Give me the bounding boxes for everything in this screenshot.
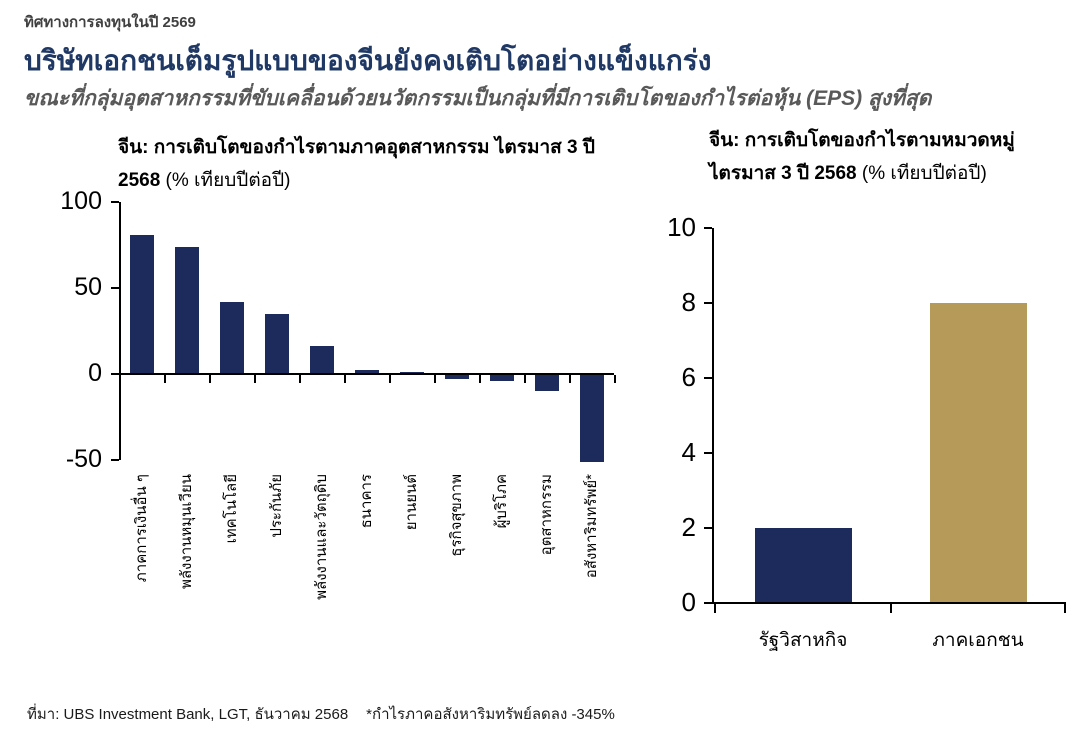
y-axis bbox=[712, 228, 714, 604]
bar-5 bbox=[355, 369, 379, 374]
page-subtitle: ขณะที่กลุ่มอุตสาหกรรมที่ขับเคลื่อนด้วยนว… bbox=[24, 85, 931, 112]
y-tick-label: 10 bbox=[667, 212, 696, 242]
right-chart-title: จีน: การเติบโตของกำไรตามหมวดหมู่ ไตรมาส … bbox=[709, 124, 1015, 190]
x-tick bbox=[478, 375, 481, 383]
x-axis bbox=[714, 602, 1066, 604]
y-tick-label: 2 bbox=[681, 512, 696, 542]
bar-10 bbox=[580, 374, 604, 462]
x-tick bbox=[253, 375, 256, 383]
page-title: บริษัทเอกชนเต็มรูปแบบของจีนยังคงเติบโตอย… bbox=[24, 45, 712, 76]
x-tick bbox=[714, 604, 716, 613]
y-tick bbox=[704, 377, 712, 379]
bar-8 bbox=[490, 374, 514, 381]
y-tick-label: -50 bbox=[65, 445, 102, 473]
y-tick bbox=[111, 287, 119, 289]
y-tick bbox=[704, 302, 712, 304]
y-tick-label: 50 bbox=[74, 273, 102, 301]
left-chart-title-line1: จีน: การเติบโตของกำไรตามภาคอุตสาหกรรม ไต… bbox=[118, 137, 595, 158]
bar-1 bbox=[929, 303, 1027, 603]
source-text: ที่มา: UBS Investment Bank, LGT, ธันวาคม… bbox=[27, 706, 349, 723]
left-chart-title: จีน: การเติบโตของกำไรตามภาคอุตสาหกรรม ไต… bbox=[118, 131, 595, 197]
y-tick-label: 0 bbox=[681, 587, 696, 617]
left-chart-title-line2-units: (% เทียบปีต่อปี) bbox=[160, 170, 291, 191]
bar-3 bbox=[265, 313, 289, 374]
x-tick bbox=[523, 375, 526, 383]
x-axis bbox=[121, 373, 614, 375]
y-tick-label: 100 bbox=[60, 187, 102, 215]
category-label: ภาคเอกชน bbox=[932, 630, 1024, 651]
eyebrow-text: ทิศทางการลงทุนในปี 2569 bbox=[24, 14, 196, 31]
x-tick bbox=[1064, 604, 1066, 613]
x-tick bbox=[890, 604, 892, 613]
x-tick bbox=[613, 375, 616, 383]
y-tick-label: 0 bbox=[88, 359, 102, 387]
bar-0 bbox=[130, 234, 154, 374]
y-tick bbox=[111, 459, 119, 461]
y-tick-label: 4 bbox=[681, 437, 696, 467]
bar-9 bbox=[535, 374, 559, 392]
footnote-text: *กำไรภาคอสังหาริมทรัพย์ลดลง -345% bbox=[366, 706, 615, 723]
bar-0 bbox=[754, 528, 852, 603]
x-tick bbox=[163, 375, 166, 383]
y-tick bbox=[704, 452, 712, 454]
y-tick bbox=[111, 373, 119, 375]
y-tick-label: 8 bbox=[681, 287, 696, 317]
subtitle-suffix: สูงที่สุด bbox=[862, 87, 932, 110]
right-chart-title-line2-bold: ไตรมาส 3 ปี 2568 bbox=[709, 163, 857, 184]
y-tick bbox=[704, 602, 712, 604]
x-tick bbox=[433, 375, 436, 383]
bar-7 bbox=[445, 374, 469, 380]
subtitle-text: ขณะที่กลุ่มอุตสาหกรรมที่ขับเคลื่อนด้วยนว… bbox=[24, 87, 807, 110]
bar-2 bbox=[220, 301, 244, 374]
y-axis bbox=[119, 202, 121, 460]
y-tick bbox=[111, 201, 119, 203]
bar-4 bbox=[310, 346, 334, 374]
y-tick bbox=[704, 227, 712, 229]
right-chart-title-line1: จีน: การเติบโตของกำไรตามหมวดหมู่ bbox=[709, 130, 1015, 151]
x-tick bbox=[343, 375, 346, 383]
y-tick-label: 6 bbox=[681, 362, 696, 392]
y-tick bbox=[704, 527, 712, 529]
bar-1 bbox=[175, 246, 199, 374]
x-tick bbox=[568, 375, 571, 383]
x-tick bbox=[388, 375, 391, 383]
x-tick bbox=[298, 375, 301, 383]
right-chart-title-line2-units: (% เทียบปีต่อปี) bbox=[856, 163, 987, 184]
x-tick bbox=[208, 375, 211, 383]
source-note: ที่มา: UBS Investment Bank, LGT, ธันวาคม… bbox=[27, 702, 615, 726]
subtitle-emphasis: (EPS) bbox=[806, 87, 863, 110]
category-label: รัฐวิสาหกิจ bbox=[758, 630, 848, 651]
left-chart-title-line2-bold: 2568 bbox=[118, 170, 161, 191]
